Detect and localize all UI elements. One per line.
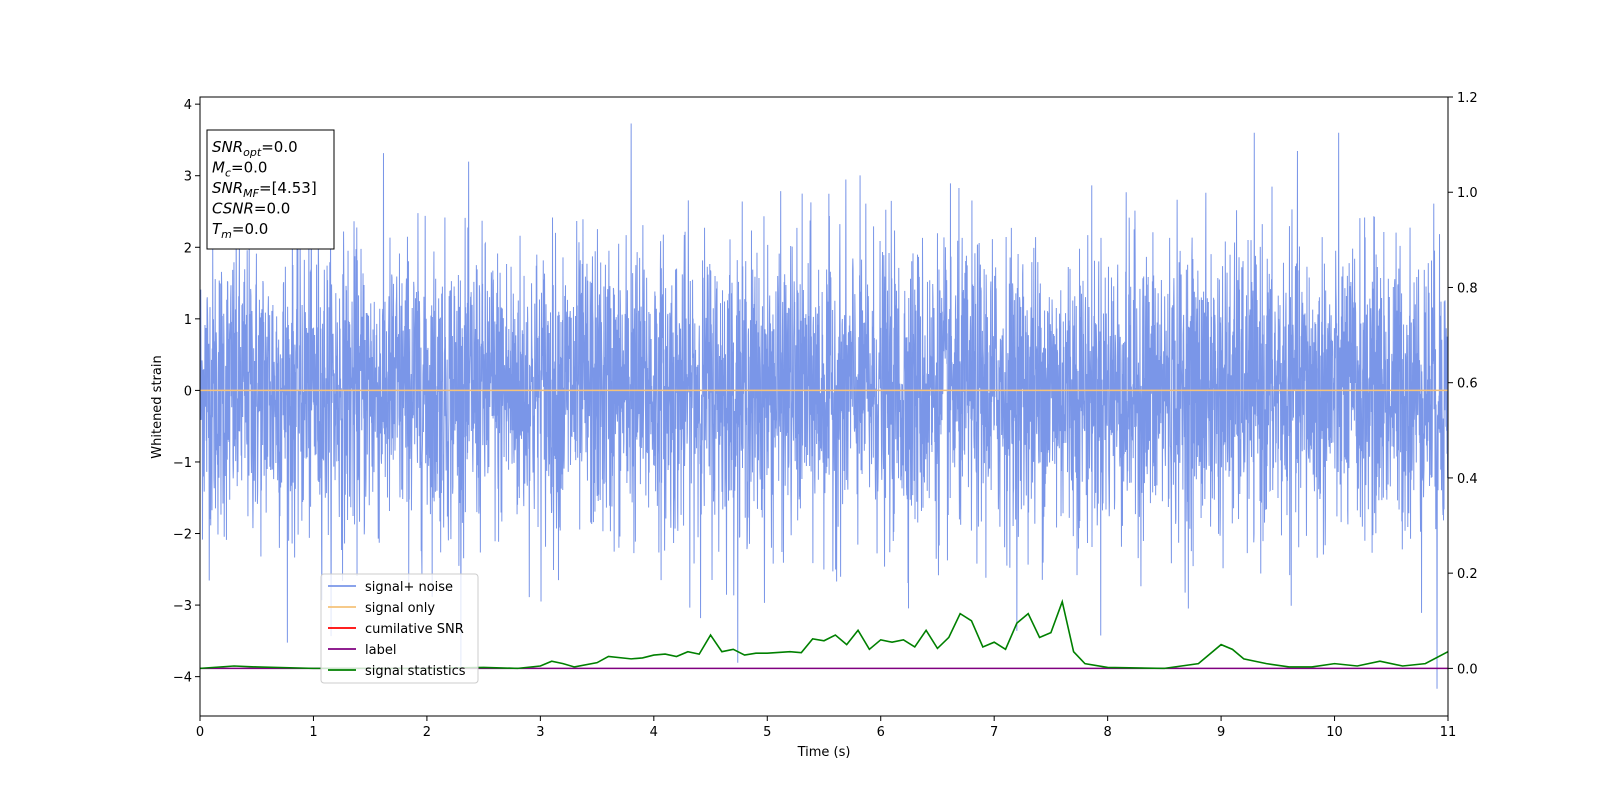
y2-tick-label: 1.0: [1457, 186, 1478, 201]
annotation-line: Tm=0.0: [212, 220, 268, 241]
legend-label: cumilative SNR: [365, 622, 464, 637]
annotation-line: CSNR=0.0: [212, 200, 290, 218]
x-tick-label: 1: [309, 725, 317, 740]
y2-axis: 0.0 0.2 0.4 0.6 0.8 1.0 1.2: [1448, 91, 1478, 677]
signal-statistics-series: [199, 598, 1449, 670]
x-tick-label: 4: [650, 725, 658, 740]
y-axis-title: Whitened strain: [150, 355, 165, 458]
x-tick-label: 10: [1326, 725, 1343, 740]
y2-tick-label: 0.8: [1457, 281, 1478, 296]
legend-label: signal only: [365, 601, 435, 616]
x-tick-label: 11: [1440, 725, 1457, 740]
y-tick-label: −2: [173, 528, 192, 543]
annotation-line: SNRMF=[4.53]: [212, 179, 317, 200]
annotation-line: Mc=0.0: [212, 159, 267, 180]
legend-label: signal+ noise: [365, 580, 453, 595]
y2-tick-label: 0.4: [1457, 472, 1478, 487]
x-tick-label: 5: [763, 725, 771, 740]
y-tick-label: 0: [184, 384, 192, 399]
y-tick-label: 1: [184, 313, 192, 328]
x-tick-label: 6: [877, 725, 885, 740]
legend: signal+ noise signal only cumilative SNR la…: [320, 573, 479, 684]
x-axis-title: Time (s): [797, 745, 851, 760]
x-tick-label: 8: [1103, 725, 1111, 740]
x-tick-label: 9: [1217, 725, 1225, 740]
legend-label: label: [365, 643, 396, 658]
annotation-frame: [206, 129, 335, 250]
y-tick-label: −4: [173, 671, 192, 686]
annotation-line: SNRopt=0.0: [212, 138, 298, 159]
y-tick-label: −3: [173, 599, 192, 614]
y-tick-label: 3: [184, 170, 192, 185]
x-axis: 0 1 2 3 4 5 6 7 8 9 10 11: [196, 716, 1456, 740]
legend-frame: [320, 573, 479, 684]
y-axis: −4 −3 −2 −1 0 1 2 3 4: [173, 98, 200, 686]
x-tick-label: 3: [536, 725, 544, 740]
signal-statistics-line: [199, 598, 1449, 670]
y-tick-label: −1: [173, 456, 192, 471]
signal-noise-line: [199, 123, 1449, 689]
x-tick-label: 7: [990, 725, 998, 740]
y2-tick-label: 0.2: [1457, 567, 1478, 582]
y2-tick-label: 0.0: [1457, 662, 1478, 677]
y2-tick-label: 0.6: [1457, 377, 1478, 392]
legend-label: signal statistics: [365, 664, 466, 679]
y-tick-label: 2: [184, 241, 192, 256]
x-tick-label: 2: [423, 725, 431, 740]
plot-frame: [199, 96, 1449, 717]
signal-noise-series: [199, 123, 1449, 689]
y-tick-label: 4: [184, 98, 192, 113]
x-tick-label: 0: [196, 725, 204, 740]
y2-tick-label: 1.2: [1457, 91, 1478, 106]
